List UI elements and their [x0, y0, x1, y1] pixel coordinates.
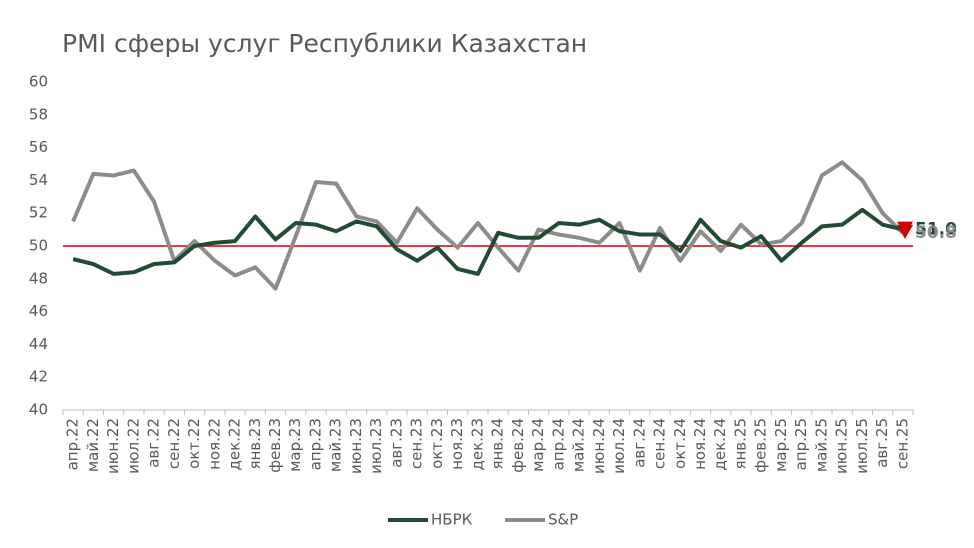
series-line [72, 207, 904, 276]
x-tick-label: ноя.22 [205, 418, 223, 470]
x-tick-label: апр.24 [549, 418, 567, 470]
x-tick-label: окт.22 [185, 418, 203, 469]
y-tick-label: 44 [29, 335, 48, 353]
x-tick-label: янв.25 [731, 418, 749, 470]
y-tick-label: 54 [29, 171, 48, 189]
x-tick-label: ноя.24 [691, 418, 709, 470]
y-tick-label: 52 [29, 204, 48, 222]
x-tick-label: мар.24 [529, 418, 547, 472]
x-tick-label: мар.25 [772, 418, 790, 472]
legend-label: НБРК [431, 511, 473, 529]
y-tick-label: 42 [29, 368, 48, 386]
x-tick-label: дек.22 [226, 418, 244, 471]
x-tick-label: май.24 [570, 418, 588, 472]
y-tick-label: 56 [29, 138, 48, 156]
y-tick-label: 58 [29, 105, 48, 123]
legend-label: S&P [548, 511, 578, 529]
x-tick-label: июл.24 [610, 418, 628, 474]
x-tick-label: фев.24 [509, 418, 527, 473]
x-tick-label: дек.23 [468, 418, 486, 471]
y-tick-label: 48 [29, 269, 48, 287]
annotation-label: 51.0 [915, 220, 957, 240]
x-tick-label: май.23 [327, 418, 345, 472]
x-tick-label: июн.24 [590, 418, 608, 474]
x-tick-label: сен.23 [408, 418, 426, 469]
x-tick-label: июл.25 [853, 418, 871, 474]
x-tick-label: апр.23 [306, 418, 324, 470]
x-tick-label: авг.25 [873, 418, 891, 468]
y-tick-label: 46 [29, 302, 48, 320]
x-tick-label: апр.22 [64, 418, 82, 470]
chart-title: PMI сферы услуг Республики Казахстан [62, 29, 587, 58]
x-tick-label: авг.23 [387, 418, 405, 468]
x-tick-label: авг.24 [630, 418, 648, 468]
y-tick-label: 60 [29, 73, 48, 91]
x-tick-label: май.25 [812, 418, 830, 472]
x-tick-label: мар.23 [286, 418, 304, 472]
y-tick-label: 40 [29, 401, 48, 419]
annotation-marker [897, 224, 913, 239]
x-tick-label: сен.24 [651, 418, 669, 469]
series-line [71, 160, 905, 291]
x-tick-label: дек.24 [711, 418, 729, 471]
x-tick-label: июн.23 [347, 418, 365, 474]
x-tick-label: апр.25 [792, 418, 810, 470]
x-tick-label: янв.24 [489, 418, 507, 470]
x-tick-label: май.22 [84, 418, 102, 472]
x-tick-label: авг.22 [145, 418, 163, 468]
x-tick-label: июл.22 [124, 418, 142, 474]
x-tick-label: июл.23 [367, 418, 385, 474]
y-tick-label: 50 [29, 237, 48, 255]
x-tick-label: окт.24 [671, 418, 689, 469]
x-tick-label: фев.25 [752, 418, 770, 473]
x-tick-label: сен.25 [893, 418, 911, 469]
x-tick-label: янв.23 [246, 418, 264, 470]
annotation-label: 50.8 [915, 223, 957, 243]
x-tick-label: ноя.23 [448, 418, 466, 470]
x-tick-label: фев.23 [266, 418, 284, 473]
x-tick-label: сен.22 [165, 418, 183, 469]
x-tick-label: окт.23 [428, 418, 446, 469]
x-tick-label: июн.22 [104, 418, 122, 474]
x-tick-label: июн.25 [833, 418, 851, 474]
